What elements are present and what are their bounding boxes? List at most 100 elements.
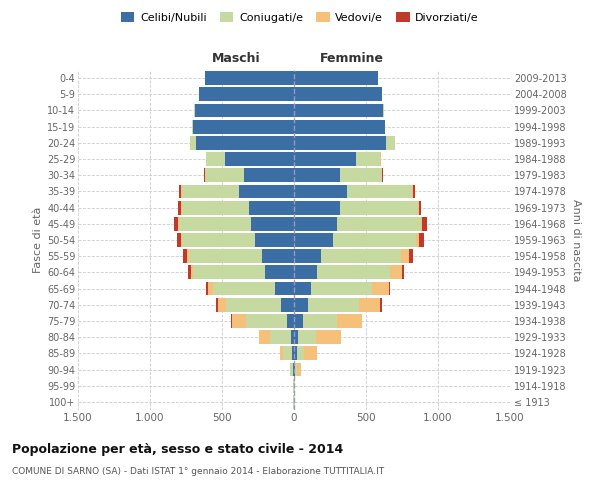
Bar: [294, 168, 340, 182]
Bar: [316, 330, 341, 344]
Text: Popolazione per età, sesso e stato civile - 2014: Popolazione per età, sesso e stato civil…: [12, 442, 343, 456]
Bar: [294, 200, 340, 214]
Bar: [409, 250, 413, 263]
Bar: [347, 184, 412, 198]
Bar: [391, 266, 402, 280]
Bar: [182, 233, 255, 247]
Bar: [294, 362, 295, 376]
Bar: [187, 250, 189, 263]
Bar: [340, 168, 382, 182]
Bar: [194, 104, 294, 118]
Bar: [413, 184, 415, 198]
Bar: [292, 346, 294, 360]
Bar: [359, 298, 380, 312]
Bar: [389, 282, 391, 296]
Bar: [280, 346, 283, 360]
Bar: [196, 136, 294, 149]
Bar: [422, 217, 427, 230]
Bar: [204, 168, 205, 182]
Bar: [244, 168, 294, 182]
Bar: [401, 250, 409, 263]
Bar: [382, 168, 383, 182]
Bar: [416, 233, 419, 247]
Bar: [294, 282, 311, 296]
Bar: [259, 330, 269, 344]
Bar: [214, 282, 275, 296]
Bar: [294, 266, 317, 280]
Bar: [294, 184, 347, 198]
Y-axis label: Anni di nascita: Anni di nascita: [571, 198, 581, 281]
Bar: [294, 346, 297, 360]
Bar: [302, 314, 337, 328]
Bar: [188, 266, 191, 280]
Bar: [250, 200, 294, 214]
Bar: [294, 88, 382, 101]
Bar: [255, 233, 294, 247]
Bar: [311, 282, 372, 296]
Bar: [225, 152, 294, 166]
Bar: [269, 330, 291, 344]
Bar: [298, 330, 316, 344]
Bar: [262, 250, 294, 263]
Bar: [294, 136, 386, 149]
Bar: [297, 346, 304, 360]
Bar: [281, 298, 294, 312]
Bar: [206, 282, 208, 296]
Bar: [421, 217, 422, 230]
Bar: [340, 200, 418, 214]
Bar: [275, 282, 294, 296]
Bar: [190, 136, 196, 149]
Bar: [179, 217, 251, 230]
Bar: [296, 362, 301, 376]
Bar: [291, 330, 294, 344]
Bar: [247, 314, 287, 328]
Bar: [232, 314, 247, 328]
Bar: [372, 282, 389, 296]
Bar: [294, 330, 298, 344]
Bar: [293, 362, 294, 376]
Bar: [183, 250, 187, 263]
Bar: [380, 298, 382, 312]
Bar: [419, 233, 424, 247]
Text: Femmine: Femmine: [320, 52, 383, 65]
Bar: [304, 346, 317, 360]
Bar: [215, 298, 218, 312]
Bar: [294, 120, 385, 134]
Bar: [193, 266, 265, 280]
Bar: [178, 200, 181, 214]
Bar: [193, 120, 294, 134]
Bar: [294, 71, 377, 85]
Bar: [176, 233, 181, 247]
Bar: [308, 298, 359, 312]
Bar: [175, 217, 178, 230]
Bar: [294, 233, 333, 247]
Bar: [239, 184, 294, 198]
Bar: [337, 314, 362, 328]
Bar: [317, 266, 391, 280]
Bar: [181, 233, 182, 247]
Bar: [294, 217, 337, 230]
Bar: [182, 200, 250, 214]
Bar: [294, 250, 322, 263]
Bar: [290, 362, 293, 376]
Bar: [294, 104, 383, 118]
Y-axis label: Fasce di età: Fasce di età: [32, 207, 43, 273]
Bar: [189, 250, 262, 263]
Text: Maschi: Maschi: [212, 52, 261, 65]
Bar: [337, 217, 421, 230]
Bar: [294, 152, 356, 166]
Bar: [205, 168, 244, 182]
Bar: [208, 282, 214, 296]
Bar: [205, 71, 294, 85]
Bar: [356, 152, 380, 166]
Bar: [218, 298, 226, 312]
Bar: [287, 314, 294, 328]
Bar: [333, 233, 416, 247]
Bar: [226, 298, 281, 312]
Bar: [182, 184, 239, 198]
Bar: [295, 362, 296, 376]
Bar: [251, 217, 294, 230]
Legend: Celibi/Nubili, Coniugati/e, Vedovi/e, Divorziati/e: Celibi/Nubili, Coniugati/e, Vedovi/e, Di…: [117, 8, 483, 28]
Bar: [283, 346, 292, 360]
Bar: [419, 200, 421, 214]
